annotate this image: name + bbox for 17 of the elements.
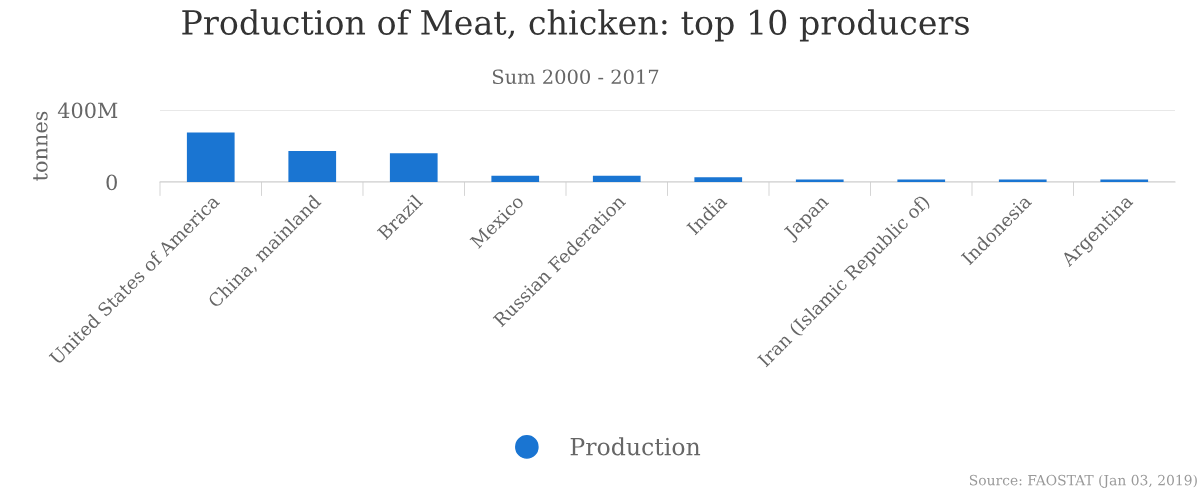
bar	[897, 179, 946, 182]
chart-title: Production of Meat, chicken: top 10 producers	[182, 9, 969, 42]
chart-subtitle: Sum 2000 - 2017	[492, 69, 659, 85]
y-tick-label: 400M	[57, 102, 118, 119]
bar	[795, 179, 844, 182]
bar	[998, 179, 1047, 182]
y-tick-label: 0	[106, 174, 117, 191]
legend-label: Production	[570, 437, 701, 456]
source-note: Source: FAOSTAT (Jan 03, 2019)	[969, 474, 1197, 489]
bar	[288, 151, 337, 182]
bar	[491, 175, 540, 182]
bar	[186, 132, 235, 182]
bar	[592, 175, 641, 182]
bar	[389, 153, 438, 182]
bar	[694, 177, 743, 182]
y-axis-title: tonnes	[33, 111, 48, 181]
bar	[1100, 179, 1149, 182]
